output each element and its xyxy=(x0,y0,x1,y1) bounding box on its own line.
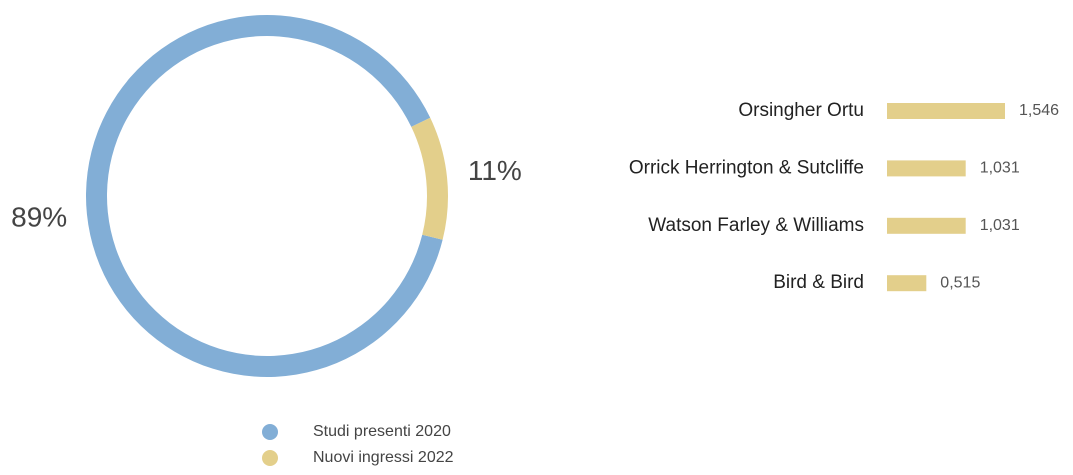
data-label: 1,031 xyxy=(980,160,1020,177)
legend-label: Studi presenti 2020 xyxy=(313,423,451,440)
bar xyxy=(887,275,927,292)
bar xyxy=(887,160,966,177)
legend-swatch xyxy=(262,424,278,440)
category-label: Orsingher Ortu xyxy=(738,100,864,121)
legend-label: Nuovi ingressi 2022 xyxy=(313,449,454,466)
data-label: 1,031 xyxy=(980,217,1020,234)
data-label: 0,515 xyxy=(940,274,980,291)
data-label: 11% xyxy=(468,155,522,186)
legend-swatch xyxy=(262,450,278,466)
data-label: 89% xyxy=(11,202,67,233)
data-label: 1,546 xyxy=(1019,102,1059,119)
bar-chart: Orsingher Ortu 1,546 Orrick Herrington & S… xyxy=(629,100,1059,293)
donut-segment xyxy=(411,117,449,240)
category-label: Bird & Bird xyxy=(773,272,864,293)
category-label: Orrick Herrington & Sutcliffe xyxy=(629,157,864,178)
category-label: Watson Farley & Williams xyxy=(648,215,864,236)
donut-chart: 89% 11% Studi presenti 2020 Nuovi ingressi … xyxy=(11,15,522,466)
bar xyxy=(887,103,1005,119)
bar xyxy=(887,217,966,234)
donut-segment xyxy=(86,15,443,378)
